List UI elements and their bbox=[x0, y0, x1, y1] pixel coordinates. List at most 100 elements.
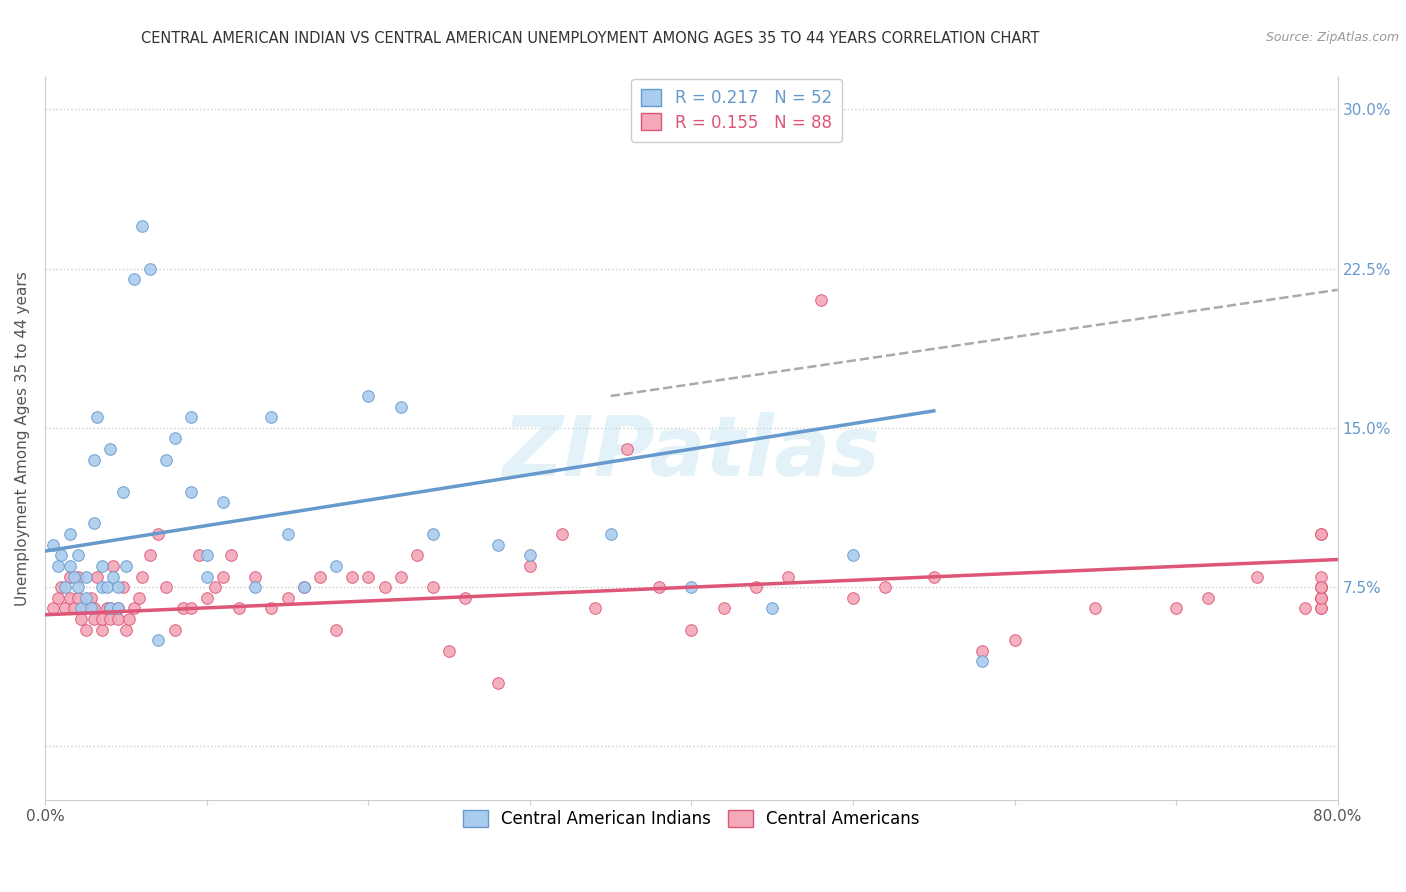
Point bbox=[373, 580, 395, 594]
Point bbox=[1197, 591, 1219, 605]
Point bbox=[115, 558, 138, 573]
Point bbox=[69, 601, 91, 615]
Point bbox=[204, 580, 226, 594]
Point bbox=[172, 601, 194, 615]
Point bbox=[187, 549, 209, 563]
Point bbox=[58, 527, 80, 541]
Point bbox=[1294, 601, 1316, 615]
Point bbox=[66, 580, 89, 594]
Point bbox=[1310, 527, 1333, 541]
Point bbox=[648, 580, 671, 594]
Point bbox=[148, 633, 170, 648]
Point bbox=[131, 569, 153, 583]
Point bbox=[53, 601, 76, 615]
Point bbox=[875, 580, 897, 594]
Point bbox=[1084, 601, 1107, 615]
Point bbox=[405, 549, 427, 563]
Point bbox=[83, 516, 105, 531]
Point bbox=[96, 580, 118, 594]
Point bbox=[83, 452, 105, 467]
Point bbox=[148, 527, 170, 541]
Point bbox=[155, 452, 177, 467]
Point bbox=[155, 580, 177, 594]
Point bbox=[163, 623, 186, 637]
Point bbox=[519, 549, 541, 563]
Point bbox=[454, 591, 477, 605]
Point bbox=[66, 569, 89, 583]
Point bbox=[599, 527, 621, 541]
Point bbox=[1004, 633, 1026, 648]
Point bbox=[79, 591, 101, 605]
Point bbox=[778, 569, 800, 583]
Point bbox=[681, 623, 703, 637]
Point bbox=[107, 601, 129, 615]
Point bbox=[163, 432, 186, 446]
Point bbox=[83, 612, 105, 626]
Point bbox=[58, 569, 80, 583]
Point bbox=[389, 569, 412, 583]
Point bbox=[212, 495, 235, 509]
Point bbox=[66, 591, 89, 605]
Point bbox=[1310, 569, 1333, 583]
Point bbox=[195, 569, 218, 583]
Point bbox=[616, 442, 638, 456]
Point bbox=[122, 272, 145, 286]
Point bbox=[122, 601, 145, 615]
Point bbox=[98, 601, 121, 615]
Point bbox=[180, 484, 202, 499]
Point bbox=[260, 601, 283, 615]
Point bbox=[342, 569, 364, 583]
Point bbox=[195, 549, 218, 563]
Point bbox=[51, 580, 73, 594]
Point bbox=[389, 400, 412, 414]
Point bbox=[98, 601, 121, 615]
Text: ZIPatlas: ZIPatlas bbox=[502, 412, 880, 493]
Point bbox=[111, 580, 134, 594]
Point bbox=[713, 601, 735, 615]
Point bbox=[1310, 591, 1333, 605]
Point bbox=[309, 569, 332, 583]
Y-axis label: Unemployment Among Ages 35 to 44 years: Unemployment Among Ages 35 to 44 years bbox=[15, 271, 30, 606]
Point bbox=[107, 601, 129, 615]
Point bbox=[1310, 580, 1333, 594]
Point bbox=[180, 410, 202, 425]
Point bbox=[107, 580, 129, 594]
Point bbox=[486, 538, 509, 552]
Point bbox=[260, 410, 283, 425]
Point bbox=[1310, 527, 1333, 541]
Point bbox=[228, 601, 250, 615]
Point bbox=[422, 580, 444, 594]
Point bbox=[139, 261, 162, 276]
Point bbox=[128, 591, 150, 605]
Point bbox=[1310, 601, 1333, 615]
Point bbox=[86, 410, 108, 425]
Point bbox=[53, 580, 76, 594]
Point bbox=[486, 675, 509, 690]
Point bbox=[1310, 591, 1333, 605]
Point bbox=[75, 623, 97, 637]
Point bbox=[63, 601, 86, 615]
Point bbox=[86, 569, 108, 583]
Point bbox=[75, 591, 97, 605]
Point bbox=[118, 612, 141, 626]
Point bbox=[325, 558, 347, 573]
Point bbox=[75, 569, 97, 583]
Point bbox=[292, 580, 315, 594]
Point bbox=[1310, 580, 1333, 594]
Point bbox=[1164, 601, 1187, 615]
Point bbox=[139, 549, 162, 563]
Point bbox=[422, 527, 444, 541]
Point bbox=[277, 527, 299, 541]
Point bbox=[79, 601, 101, 615]
Point bbox=[180, 601, 202, 615]
Point bbox=[101, 569, 124, 583]
Point bbox=[42, 601, 65, 615]
Text: Source: ZipAtlas.com: Source: ZipAtlas.com bbox=[1265, 31, 1399, 45]
Point bbox=[292, 580, 315, 594]
Point bbox=[1310, 601, 1333, 615]
Point bbox=[551, 527, 574, 541]
Point bbox=[810, 293, 832, 308]
Point bbox=[519, 558, 541, 573]
Point bbox=[842, 549, 865, 563]
Point bbox=[325, 623, 347, 637]
